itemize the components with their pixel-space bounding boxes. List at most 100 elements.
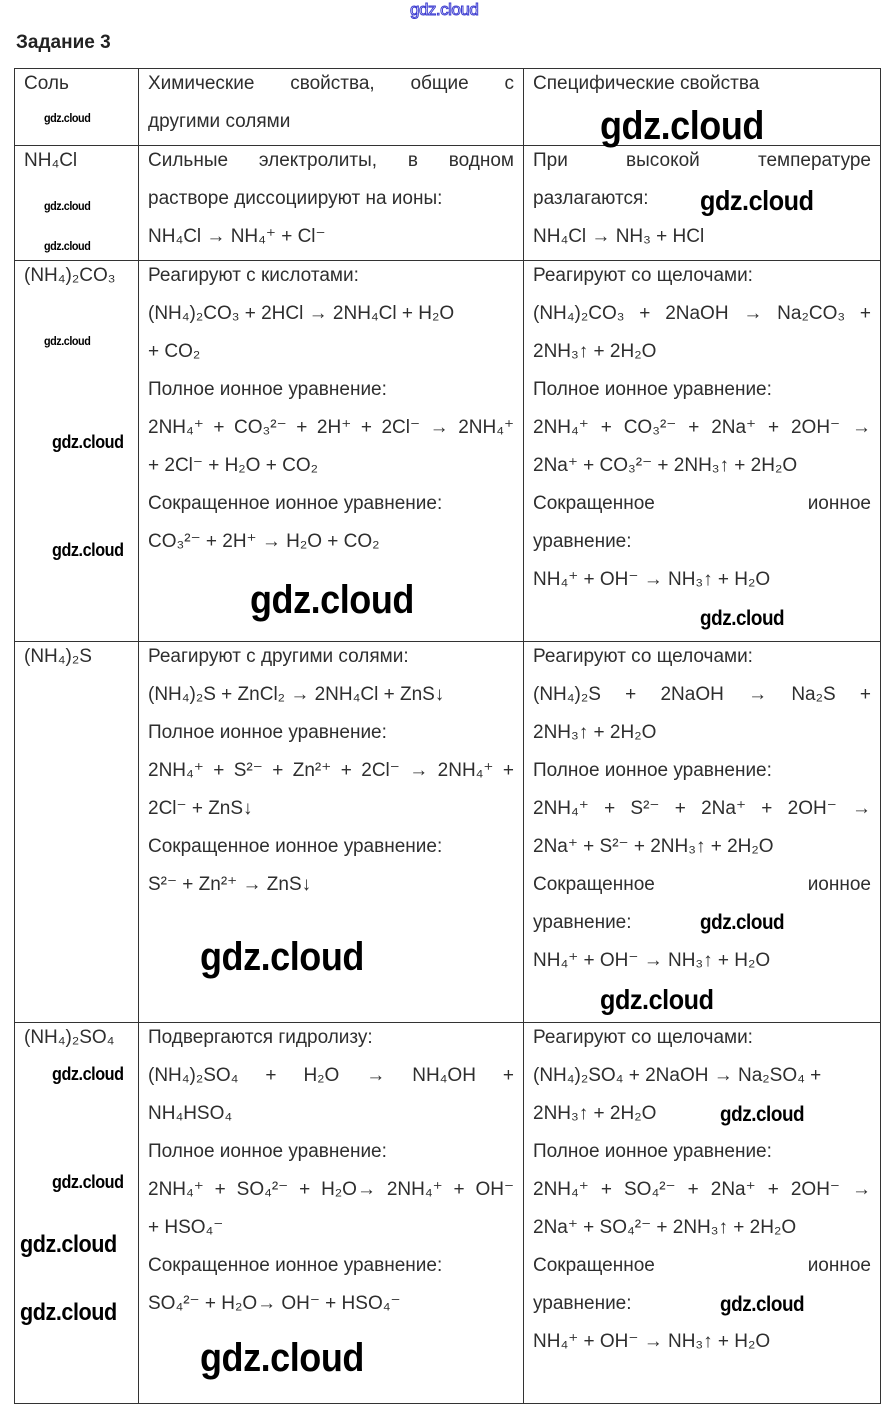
watermark: gdz.cloud (52, 1172, 124, 1192)
watermark: gdz.cloud (250, 578, 414, 622)
cell-line: 2NH₃↑ + 2H₂O (533, 1103, 657, 1124)
cell-line: разлагаются: (533, 188, 649, 209)
common-properties-cell: Реагируют с другими солями: (NH₄)₂S + ZnC… (138, 641, 524, 1023)
watermark: gdz.cloud (52, 432, 124, 452)
cell-line: 2NH₄⁺ + SO₄²⁻ + 2Na⁺ + 2OH⁻ → (533, 1179, 871, 1200)
watermark: gdz.cloud (52, 1064, 124, 1084)
watermark: gdz.cloud (44, 199, 91, 213)
watermark: gdz.cloud (44, 111, 91, 125)
cell-line: NH₄Cl (24, 150, 78, 171)
cell-line: Реагируют с кислотами: (148, 265, 359, 286)
cell-line: S²⁻ + Zn²⁺ → ZnS↓ (148, 874, 312, 895)
cell-line: 2NH₄⁺ + CO₃²⁻ + 2Na⁺ + 2OH⁻ → (533, 417, 871, 438)
cell-line: другими солями (148, 111, 291, 132)
watermark: gdz.cloud (44, 334, 91, 348)
cell-line: SO₄²⁻ + H₂O→ OH⁻ + HSO₄⁻ (148, 1293, 401, 1314)
cell-line: уравнение: (533, 1293, 632, 1314)
table-row: NH₄Cl Сильные электролиты, в водном раство… (14, 145, 881, 261)
watermark: gdz.cloud (700, 607, 785, 630)
cell-line: 2NH₃↑ + 2H₂O (533, 341, 657, 362)
cell-line: Химические свойства, общие с (148, 73, 514, 94)
cell-line: CO₃²⁻ + 2H⁺ → H₂O + CO₂ (148, 531, 380, 552)
cell-line: + HSO₄⁻ (148, 1217, 224, 1238)
cell-line: уравнение: (533, 912, 632, 933)
cell-line: (NH₄)₂S + 2NaOH → Na₂S + (533, 684, 871, 705)
cell-line: Соль (24, 73, 69, 94)
cell-line: (NH₄)₂CO₃ + 2NaOH → Na₂CO₃ + (533, 303, 871, 324)
cell-line: Реагируют со щелочами: (533, 1027, 753, 1048)
watermark: gdz.cloud (700, 911, 785, 934)
cell-line: NH₄⁺ + OH⁻ → NH₃↑ + H₂O (533, 569, 771, 590)
table-row: (NH₄)₂SO₄ Подвергаются гидролизу: (NH₄)₂SO… (14, 1022, 881, 1404)
cell-line: NH₄HSO₄ (148, 1103, 233, 1124)
salt-cell: (NH₄)₂S (14, 641, 139, 1023)
cell-line: 2NH₄⁺ + SO₄²⁻ + H₂O→ 2NH₄⁺ + OH⁻ (148, 1179, 514, 1200)
watermark: gdz.cloud (52, 540, 124, 560)
table-row: (NH₄)₂CO₃ Реагируют с кислотами: (NH₄)₂CO₃… (14, 260, 881, 642)
common-properties-cell: Подвергаются гидролизу: (NH₄)₂SO₄ + H₂O →… (138, 1022, 524, 1404)
specific-properties-cell: При высокой температуре разлагаются: NH₄Cl… (523, 145, 881, 261)
cell-line: (NH₄)₂SO₄ (24, 1027, 115, 1048)
specific-properties-cell: Реагируют со щелочами: (NH₄)₂CO₃ + 2NaOH … (523, 260, 881, 642)
specific-properties-cell: Реагируют со щелочами: (NH₄)₂S + 2NaOH → … (523, 641, 881, 1023)
cell-line: Сокращенное ионное уравнение: (148, 493, 443, 514)
cell-line: Полное ионное уравнение: (148, 722, 387, 743)
salt-cell: (NH₄)₂SO₄ (14, 1022, 139, 1404)
watermark: gdz.cloud (600, 984, 714, 1015)
common-properties-cell: Реагируют с кислотами: (NH₄)₂CO₃ + 2HCl →… (138, 260, 524, 642)
cell-line: Подвергаются гидролизу: (148, 1027, 373, 1048)
cell-line: (NH₄)₂SO₄ + H₂O → NH₄OH + (148, 1065, 514, 1086)
cell-line: Сокращенное ионное (533, 493, 871, 514)
cell-line: Сильные электролиты, в водном (148, 150, 514, 171)
cell-line: NH₄Cl → NH₄⁺ + Cl⁻ (148, 226, 326, 247)
cell-line: Полное ионное уравнение: (148, 1141, 387, 1162)
cell-line: NH₄Cl → NH₃ + HCl (533, 226, 705, 247)
watermark: gdz.cloud (600, 104, 764, 148)
header-salt: Соль (14, 68, 139, 146)
table-header-row: Соль Химические свойства, общие с другими … (14, 68, 881, 146)
page-title: Задание 3 (16, 32, 111, 53)
cell-line: Полное ионное уравнение: (533, 379, 772, 400)
cell-line: 2NH₄⁺ + S²⁻ + Zn²⁺ + 2Cl⁻ → 2NH₄⁺ + (148, 760, 514, 781)
site-watermark: gdz.cloud (409, 0, 479, 19)
watermark: gdz.cloud (720, 1293, 805, 1316)
header-common-properties: Химические свойства, общие с другими соля… (138, 68, 524, 146)
cell-line: (NH₄)₂S (24, 646, 92, 667)
cell-line: 2Na⁺ + S²⁻ + 2NH₃↑ + 2H₂O (533, 836, 774, 857)
watermark: gdz.cloud (700, 185, 814, 216)
watermark: gdz.cloud (200, 1336, 364, 1380)
cell-line: Сокращенное ионное уравнение: (148, 1255, 443, 1276)
cell-line: Полное ионное уравнение: (533, 1141, 772, 1162)
cell-line: 2Cl⁻ + ZnS↓ (148, 798, 253, 819)
cell-line: (NH₄)₂CO₃ (24, 265, 116, 286)
cell-line: + 2Cl⁻ + H₂O + CO₂ (148, 455, 318, 476)
cell-line: 2NH₃↑ + 2H₂O (533, 722, 657, 743)
cell-line: 2Na⁺ + SO₄²⁻ + 2NH₃↑ + 2H₂O (533, 1217, 797, 1238)
cell-line: Сокращенное ионное (533, 874, 871, 895)
watermark: gdz.cloud (20, 1299, 117, 1326)
cell-line: Реагируют со щелочами: (533, 265, 753, 286)
cell-line: (NH₄)₂SO₄ + 2NaOH → Na₂SO₄ + (533, 1065, 822, 1086)
watermark: gdz.cloud (200, 935, 364, 979)
watermark: gdz.cloud (720, 1103, 805, 1126)
cell-line: + CO₂ (148, 341, 201, 362)
cell-line: NH₄⁺ + OH⁻ → NH₃↑ + H₂O (533, 950, 771, 971)
watermark: gdz.cloud (44, 239, 91, 253)
common-properties-cell: Сильные электролиты, в водном растворе ди… (138, 145, 524, 261)
cell-line: Полное ионное уравнение: (533, 760, 772, 781)
watermark: gdz.cloud (20, 1231, 117, 1258)
cell-line: 2NH₄⁺ + S²⁻ + 2Na⁺ + 2OH⁻ → (533, 798, 871, 819)
salt-cell: NH₄Cl (14, 145, 139, 261)
cell-line: Реагируют со щелочами: (533, 646, 753, 667)
cell-line: уравнение: (533, 531, 632, 552)
cell-line: Специфические свойства (533, 73, 760, 94)
specific-properties-cell: Реагируют со щелочами: (NH₄)₂SO₄ + 2NaOH … (523, 1022, 881, 1404)
cell-line: Реагируют с другими солями: (148, 646, 409, 667)
cell-line: Полное ионное уравнение: (148, 379, 387, 400)
cell-line: (NH₄)₂CO₃ + 2HCl → 2NH₄Cl + H₂O (148, 303, 455, 324)
cell-line: При высокой температуре (533, 150, 871, 171)
cell-line: Сокращенное ионное (533, 1255, 871, 1276)
cell-line: 2NH₄⁺ + CO₃²⁻ + 2H⁺ + 2Cl⁻ → 2NH₄⁺ (148, 417, 514, 438)
cell-line: растворе диссоциируют на ионы: (148, 188, 443, 209)
cell-line: NH₄⁺ + OH⁻ → NH₃↑ + H₂O (533, 1331, 771, 1352)
